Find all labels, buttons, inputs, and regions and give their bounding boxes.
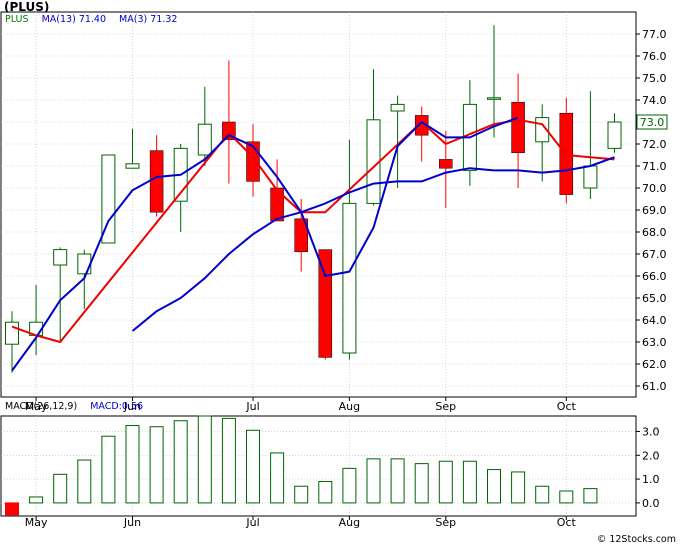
macd-y-tick-label: 3.0 xyxy=(642,425,660,438)
macd-bar xyxy=(77,459,92,504)
legend-ma13-value: 71.40 xyxy=(78,14,107,25)
candle-body-up xyxy=(607,121,622,149)
price-y-tick-label: 68.0 xyxy=(642,226,667,239)
last-price-label: 73.0 xyxy=(640,116,665,129)
macd-bar xyxy=(101,435,116,504)
macd-bar xyxy=(511,471,526,504)
legend-ma3-value: 71.32 xyxy=(150,14,178,25)
macd-bar xyxy=(318,480,333,504)
chart-title: (PLUS) xyxy=(4,0,50,14)
candle-body-up xyxy=(53,249,68,266)
price-legend: PLUS MA(13) 71.40 MA(3) 71.32 xyxy=(5,14,187,25)
macd-bar xyxy=(173,420,188,504)
macd-x-tick-label: Oct xyxy=(557,516,577,529)
macd-bar xyxy=(583,488,598,504)
macd-bar xyxy=(294,485,309,504)
macd-x-tick-label: Sep xyxy=(435,516,456,529)
price-y-tick-label: 64.0 xyxy=(642,314,667,327)
macd-legend-label: MACD(26,12,9) xyxy=(5,401,78,412)
candle-body-up xyxy=(101,154,116,244)
macd-bar xyxy=(270,452,285,504)
price-panel-frame xyxy=(0,11,637,398)
macd-bar xyxy=(414,463,429,504)
price-y-tick-label: 62.0 xyxy=(642,358,667,371)
macd-bar xyxy=(366,458,381,504)
price-y-tick-label: 70.0 xyxy=(642,182,667,195)
site-credit: © 12Stocks.com xyxy=(596,534,676,545)
price-y-tick-label: 76.0 xyxy=(642,50,667,63)
macd-bar xyxy=(197,415,212,504)
price-y-tick-label: 63.0 xyxy=(642,336,667,349)
candle-body-up xyxy=(77,253,92,275)
macd-bar xyxy=(149,426,164,504)
candle-body-up xyxy=(583,165,598,189)
ma3-line xyxy=(11,118,615,343)
macd-bar xyxy=(125,425,140,504)
price-x-tick-label: Jul xyxy=(245,400,259,413)
price-y-tick-label: 74.0 xyxy=(642,94,667,107)
price-y-tick-label: 77.0 xyxy=(642,28,667,41)
legend-ma3-label: MA(3) xyxy=(119,14,148,25)
legend-ma13-label: MA(13) xyxy=(41,14,76,25)
candle-body-up xyxy=(487,97,501,100)
candle-body-up xyxy=(390,103,405,112)
macd-bar xyxy=(342,467,357,504)
candle-body-down xyxy=(149,150,164,213)
macd-bar xyxy=(462,460,477,504)
legend-symbol: PLUS xyxy=(5,14,29,25)
price-x-tick-label: Jun xyxy=(123,400,141,413)
macd-bar xyxy=(246,429,260,504)
candle-body-down xyxy=(318,249,333,358)
price-y-tick-label: 67.0 xyxy=(642,248,667,261)
ma13-line xyxy=(131,156,615,332)
price-y-tick-label: 61.0 xyxy=(642,380,667,393)
macd-y-tick-label: 2.0 xyxy=(642,449,660,462)
macd-bar-negative xyxy=(5,502,19,516)
candle-body-up xyxy=(342,202,357,354)
macd-legend: MACD(26,12,9) MACD:0.56 xyxy=(5,401,143,412)
macd-bar xyxy=(559,490,574,504)
macd-x-tick-label: Aug xyxy=(339,516,360,529)
macd-bar xyxy=(221,417,236,504)
candle-body-down xyxy=(294,218,308,253)
ma13-line-late xyxy=(228,116,519,277)
price-x-tick-label: Aug xyxy=(339,400,360,413)
macd-y-tick-label: 1.0 xyxy=(642,473,660,486)
macd-bar xyxy=(438,460,453,504)
ma13-line-early xyxy=(11,134,230,372)
macd-x-tick-label: May xyxy=(25,516,48,529)
macd-bar xyxy=(487,469,501,504)
macd-y-tick-label: 0.0 xyxy=(642,497,660,510)
macd-bar xyxy=(535,485,550,504)
macd-bar xyxy=(390,458,405,504)
price-x-tick-label: Oct xyxy=(557,400,577,413)
candle-body-down xyxy=(511,101,525,154)
price-y-tick-label: 72.0 xyxy=(642,138,667,151)
candle-body-up xyxy=(197,123,212,156)
price-y-tick-label: 65.0 xyxy=(642,292,667,305)
price-y-tick-label: 75.0 xyxy=(642,72,667,85)
last-price-tag xyxy=(636,114,668,130)
macd-bar xyxy=(53,473,68,504)
candle-body-down xyxy=(439,159,453,169)
price-x-tick-label: May xyxy=(25,400,48,413)
macd-bar xyxy=(29,496,44,504)
price-y-tick-label: 66.0 xyxy=(642,270,667,283)
macd-x-tick-label: Jun xyxy=(123,516,141,529)
macd-x-tick-label: Jul xyxy=(245,516,259,529)
candle-body-up xyxy=(5,321,19,345)
macd-legend-value: MACD:0.56 xyxy=(90,401,144,412)
candle-body-up xyxy=(125,163,140,169)
candle-body-down xyxy=(270,187,284,222)
price-y-tick-label: 71.0 xyxy=(642,160,667,173)
price-x-tick-label: Sep xyxy=(435,400,456,413)
price-y-tick-label: 69.0 xyxy=(642,204,667,217)
